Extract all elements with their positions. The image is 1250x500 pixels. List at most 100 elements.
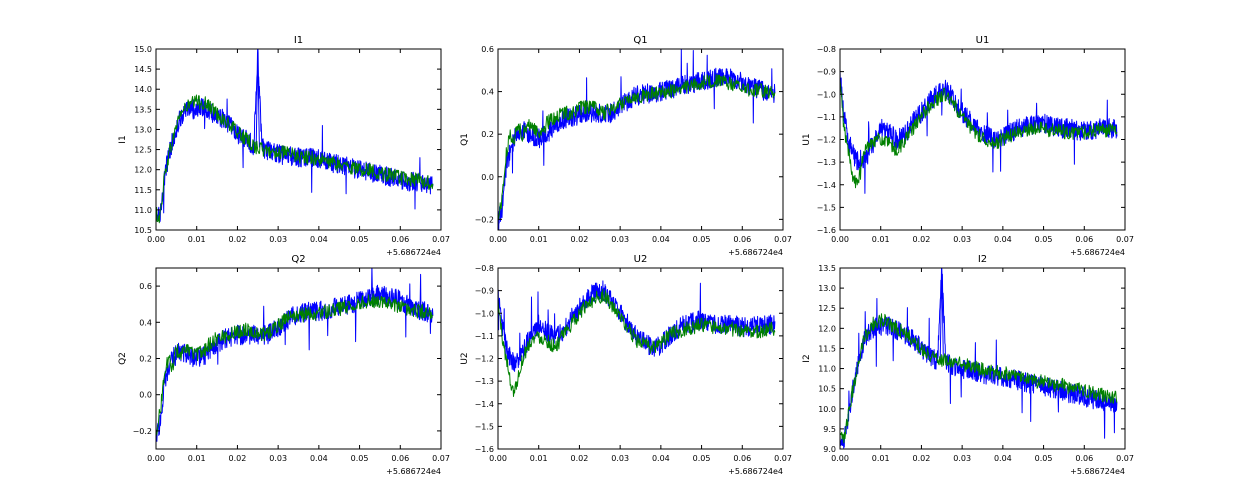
y-tick-label: 10.0 [818, 405, 836, 414]
x-tick-label: 0.00 [831, 454, 849, 463]
series-green-line [156, 293, 434, 436]
y-tick-label: 12.5 [818, 304, 836, 313]
y-tick-label: −1.0 [817, 90, 836, 99]
y-tick-label: 11.0 [134, 206, 152, 215]
y-tick-label: 12.0 [134, 166, 152, 175]
y-tick-label: −1.2 [475, 355, 494, 364]
subplot-q2: 0.00 0.01 0.02 0.03 0.04 0.05 0.06 0.07 −0.2 0.0 0… [118, 254, 450, 476]
axes-frame [839, 267, 1126, 450]
y-tick-label: −1.4 [817, 181, 836, 190]
y-tick-label: 13.5 [134, 105, 152, 114]
x-tick-label: 0.06 [391, 454, 409, 463]
x-tick-label: 0.02 [913, 454, 931, 463]
y-axis-label: Q1 [460, 133, 470, 146]
series-blue-line [840, 268, 1118, 449]
x-tick-label: 0.05 [351, 235, 369, 244]
series-green-line [840, 80, 1118, 189]
x-tick-label: 0.03 [269, 454, 287, 463]
x-tick-label: 0.07 [1116, 454, 1134, 463]
y-tick-label: 9.5 [823, 425, 836, 434]
series-green-line [840, 313, 1118, 444]
y-tick-label: −1.0 [475, 309, 494, 318]
x-offset-label: +5.686724e4 [386, 467, 441, 476]
x-tick-label: 0.04 [994, 454, 1012, 463]
y-tick-label: 10.5 [134, 226, 152, 235]
y-tick-label: 12.0 [818, 324, 836, 333]
x-tick-label: 0.05 [1035, 454, 1053, 463]
x-tick-label: 0.07 [774, 454, 792, 463]
y-tick-label: 14.0 [134, 85, 152, 94]
y-tick-label: −1.3 [475, 377, 494, 386]
x-tick-label: 0.00 [147, 454, 165, 463]
y-tick-label: 0.0 [481, 173, 494, 182]
x-tick-label: 0.04 [652, 235, 670, 244]
x-offset-label: +5.686724e4 [728, 467, 783, 476]
subplot-title: I1 [294, 35, 303, 46]
y-tick-label: 15.0 [134, 45, 152, 54]
x-tick-label: 0.02 [913, 235, 931, 244]
subplot-title: U2 [634, 254, 648, 265]
y-tick-label: 14.5 [134, 65, 152, 74]
subplot-u2: 0.00 0.01 0.02 0.03 0.04 0.05 0.06 0.07 −1.6 −1.5… [460, 254, 792, 476]
series-blue-line [156, 49, 434, 223]
y-tick-label: 0.6 [139, 282, 152, 291]
axes-frame [497, 48, 784, 231]
x-tick-label: 0.04 [310, 235, 328, 244]
y-tick-label: 11.5 [818, 344, 836, 353]
y-tick-label: −1.5 [817, 203, 836, 212]
series-blue-spike [255, 52, 260, 148]
y-tick-label: 0.4 [481, 88, 494, 97]
series-green-line [498, 74, 776, 220]
x-tick-label: 0.03 [953, 235, 971, 244]
subplot-title: Q1 [633, 35, 647, 46]
x-tick-label: 0.02 [571, 454, 589, 463]
x-tick-label: 0.00 [831, 235, 849, 244]
subplot-u1: 0.00 0.01 0.02 0.03 0.04 0.05 0.06 0.07 −1.6 −1.5… [802, 35, 1134, 257]
x-offset-label: +5.686724e4 [1070, 467, 1125, 476]
y-tick-label: 0.6 [481, 45, 494, 54]
x-tick-label: 0.00 [147, 235, 165, 244]
series-blue-line [840, 68, 1118, 194]
y-tick-label: −1.1 [475, 332, 494, 341]
x-tick-label: 0.02 [229, 235, 247, 244]
y-tick-label: 11.0 [818, 365, 836, 374]
x-tick-label: 0.06 [391, 235, 409, 244]
y-tick-label: 13.5 [818, 264, 836, 273]
x-tick-label: 0.01 [872, 235, 890, 244]
x-tick-label: 0.01 [872, 454, 890, 463]
x-tick-label: 0.05 [351, 454, 369, 463]
y-tick-label: −0.8 [817, 45, 836, 54]
x-tick-label: 0.07 [1116, 235, 1134, 244]
y-tick-label: 9.0 [823, 445, 836, 454]
x-tick-label: 0.03 [953, 454, 971, 463]
x-tick-label: 0.04 [310, 454, 328, 463]
x-offset-label: +5.686724e4 [1070, 248, 1125, 257]
x-tick-label: 0.00 [489, 235, 507, 244]
subplot-i2: 0.00 0.01 0.02 0.03 0.04 0.05 0.06 0.07 9.0 9.5 10… [802, 254, 1134, 476]
x-tick-label: 0.00 [489, 454, 507, 463]
x-tick-label: 0.05 [693, 454, 711, 463]
series-green-line [156, 94, 434, 224]
x-tick-label: 0.03 [611, 235, 629, 244]
x-offset-label: +5.686724e4 [386, 248, 441, 257]
x-offset-label: +5.686724e4 [728, 248, 783, 257]
y-tick-label: −0.9 [817, 68, 836, 77]
x-tick-label: 0.01 [188, 235, 206, 244]
axes-frame [155, 48, 442, 231]
y-tick-label: −1.2 [817, 136, 836, 145]
y-tick-label: 13.0 [134, 125, 152, 134]
x-tick-label: 0.02 [571, 235, 589, 244]
x-tick-label: 0.01 [530, 235, 548, 244]
y-tick-label: 0.0 [139, 391, 152, 400]
x-tick-label: 0.06 [733, 235, 751, 244]
subplot-title: I2 [978, 254, 987, 265]
y-tick-label: −1.6 [475, 445, 494, 454]
x-tick-label: 0.06 [1075, 454, 1093, 463]
x-tick-label: 0.04 [652, 454, 670, 463]
y-axis-label: I2 [802, 354, 812, 362]
x-tick-label: 0.07 [432, 454, 450, 463]
series-blue-line [498, 49, 776, 230]
x-tick-label: 0.03 [269, 235, 287, 244]
axes-frame [497, 267, 784, 450]
y-tick-label: 11.5 [134, 186, 152, 195]
